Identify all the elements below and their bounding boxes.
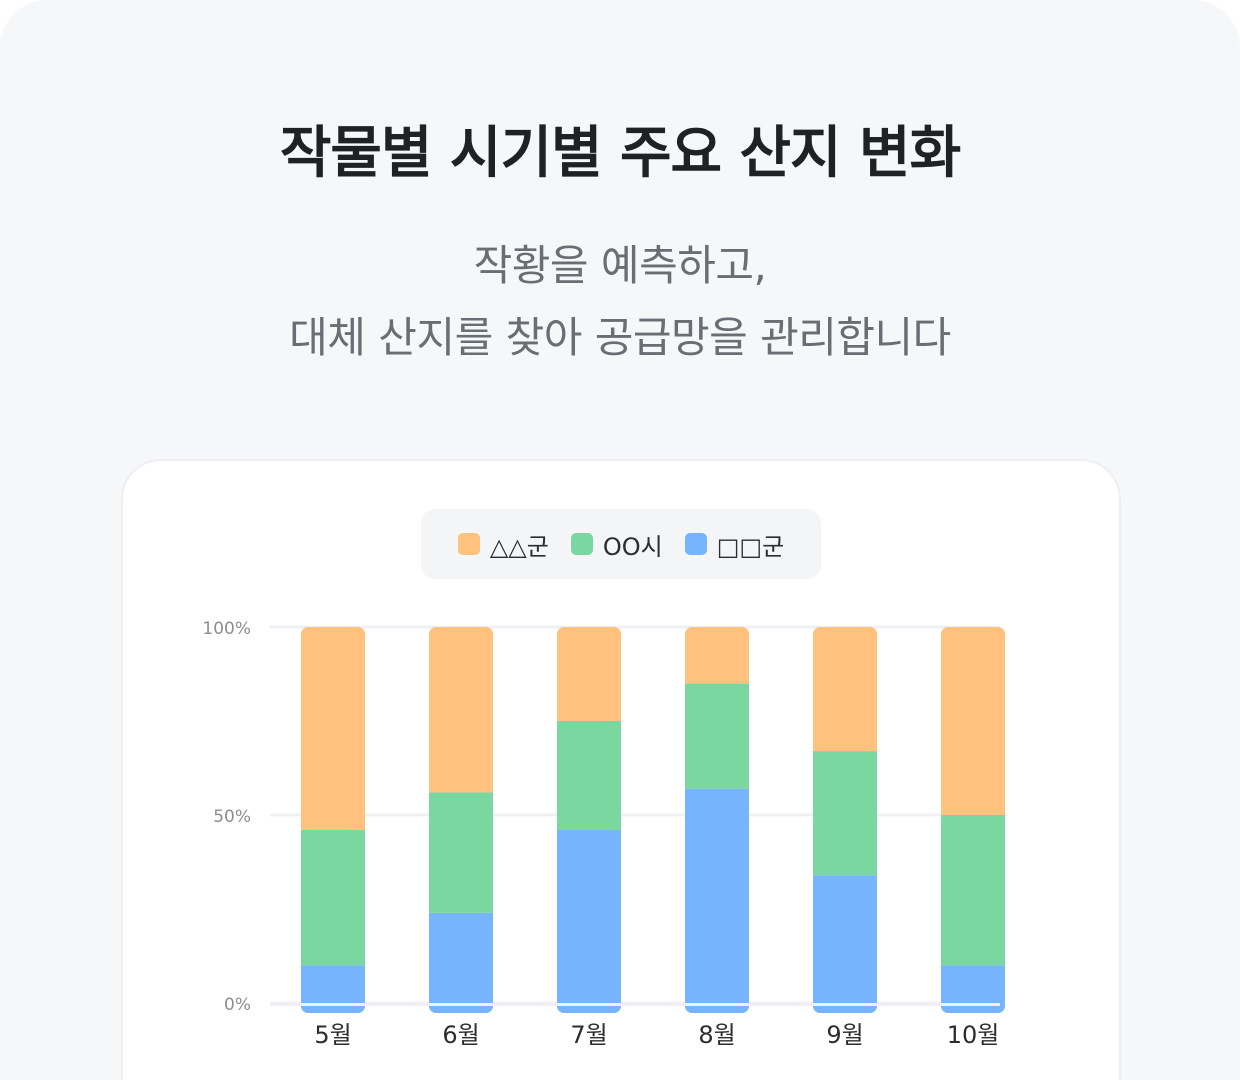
bar-segment-4-1 bbox=[685, 788, 749, 1013]
y-tick-label: 100% bbox=[202, 619, 251, 639]
bar-segment-5-3 bbox=[813, 627, 877, 752]
x-category-label: 8월 bbox=[698, 1021, 735, 1049]
bar-segment-2-3 bbox=[429, 627, 493, 793]
bar-segment-4-3 bbox=[685, 627, 749, 684]
page-title: 작물별 시기별 주요 산지 변화 bbox=[279, 121, 961, 186]
subtitle-line-2: 대체 산지를 찾아 공급망을 관리합니다 bbox=[289, 313, 951, 362]
bar-group-1 bbox=[301, 627, 365, 1013]
chart-legend: △△군 OO시 □□군 bbox=[421, 509, 821, 579]
chart-card: △△군 OO시 □□군 0% 50% 100% 5월 6월 7월 8월 9월 10월 bbox=[121, 459, 1121, 1080]
legend-item-1: △△군 bbox=[457, 527, 549, 562]
x-category-label: 7월 bbox=[570, 1021, 607, 1049]
bar-group-3 bbox=[557, 627, 621, 1013]
y-tick-label: 50% bbox=[213, 807, 251, 827]
legend-label-1: △△군 bbox=[489, 532, 549, 561]
bar-segment-2-1 bbox=[429, 912, 493, 1013]
legend-label-2: OO시 bbox=[602, 532, 663, 561]
bar-group-4 bbox=[685, 627, 749, 1013]
bar-segment-1-2 bbox=[301, 830, 365, 966]
bar-group-2 bbox=[429, 627, 493, 1013]
legend-item-3: □□군 bbox=[684, 527, 785, 562]
bar-segment-5-1 bbox=[813, 875, 877, 1013]
bar-segment-3-1 bbox=[557, 830, 621, 1013]
bar-segment-6-3 bbox=[941, 627, 1005, 815]
y-tick-label: 0% bbox=[224, 995, 251, 1015]
legend-item-2: OO시 bbox=[570, 527, 663, 562]
legend-swatch-3 bbox=[684, 533, 707, 555]
legend-swatch-2 bbox=[570, 533, 593, 555]
legend-label-3: □□군 bbox=[716, 532, 785, 561]
stacked-bar-chart: 0% 50% 100% 5월 6월 7월 8월 9월 10월 bbox=[202, 619, 1005, 1049]
bar-segment-3-2 bbox=[557, 721, 621, 831]
x-category-label: 10월 bbox=[947, 1021, 1000, 1049]
x-category-label: 9월 bbox=[826, 1021, 863, 1049]
bar-group-5 bbox=[813, 627, 877, 1013]
bar-segment-2-2 bbox=[429, 792, 493, 913]
legend-swatch-1 bbox=[457, 533, 480, 555]
subtitle-line-1: 작황을 예측하고, bbox=[473, 241, 767, 290]
bar-segment-4-2 bbox=[685, 683, 749, 789]
x-category-label: 6월 bbox=[442, 1021, 479, 1049]
bar-segment-6-2 bbox=[941, 815, 1005, 966]
bar-segment-1-3 bbox=[301, 627, 365, 831]
bar-segment-5-2 bbox=[813, 751, 877, 876]
bar-group-6 bbox=[941, 627, 1005, 1013]
bar-segment-3-3 bbox=[557, 627, 621, 721]
x-category-label: 5월 bbox=[314, 1021, 351, 1049]
